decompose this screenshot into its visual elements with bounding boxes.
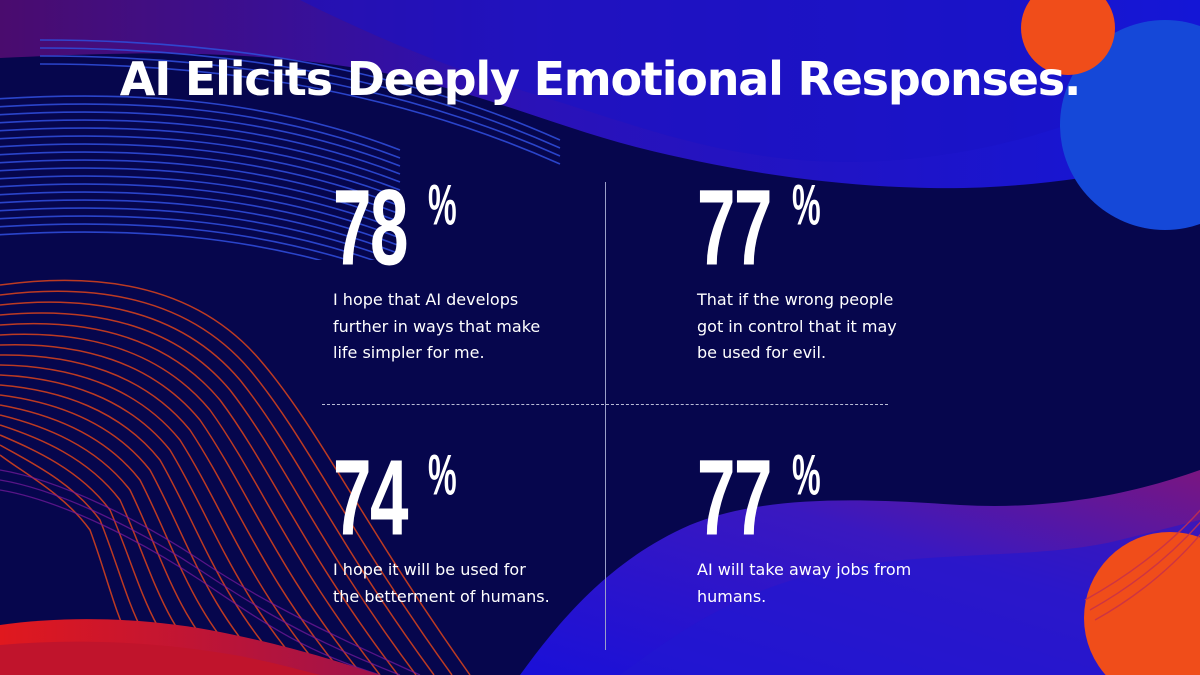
stat-value: 78 bbox=[333, 168, 408, 289]
percent-sign: % bbox=[792, 443, 821, 508]
stat-figure: 77 % bbox=[697, 173, 947, 282]
vertical-divider bbox=[605, 182, 606, 650]
stat-caption: AI will take away jobs from humans. bbox=[697, 560, 912, 606]
stat-caption: I hope it will be used for the bettermen… bbox=[333, 560, 550, 606]
stat-figure: 78 % bbox=[333, 173, 583, 282]
stat-value: 77 bbox=[697, 438, 772, 559]
stat-value: 74 bbox=[333, 438, 408, 559]
stat-block-3: 74 % I hope it will be used for the bett… bbox=[333, 443, 583, 610]
percent-sign: % bbox=[428, 443, 457, 508]
percent-sign: % bbox=[792, 173, 821, 238]
stat-caption: That if the wrong people got in control … bbox=[697, 290, 897, 362]
percent-sign: % bbox=[428, 173, 457, 238]
stat-block-4: 77 % AI will take away jobs from humans. bbox=[697, 443, 947, 610]
stat-block-2: 77 % That if the wrong people got in con… bbox=[697, 173, 947, 367]
stat-figure: 77 % bbox=[697, 443, 947, 552]
horizontal-divider bbox=[322, 404, 888, 405]
stat-block-1: 78 % I hope that AI develops further in … bbox=[333, 173, 583, 367]
stat-caption: I hope that AI develops further in ways … bbox=[333, 290, 541, 362]
page-title: AI Elicits Deeply Emotional Responses. bbox=[119, 52, 1082, 106]
stat-value: 77 bbox=[697, 168, 772, 289]
stat-figure: 74 % bbox=[333, 443, 583, 552]
